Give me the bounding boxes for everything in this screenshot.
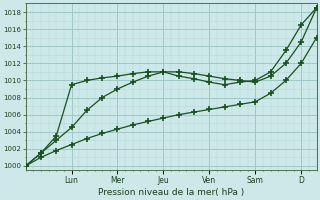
X-axis label: Pression niveau de la mer( hPa ): Pression niveau de la mer( hPa ) — [98, 188, 244, 197]
